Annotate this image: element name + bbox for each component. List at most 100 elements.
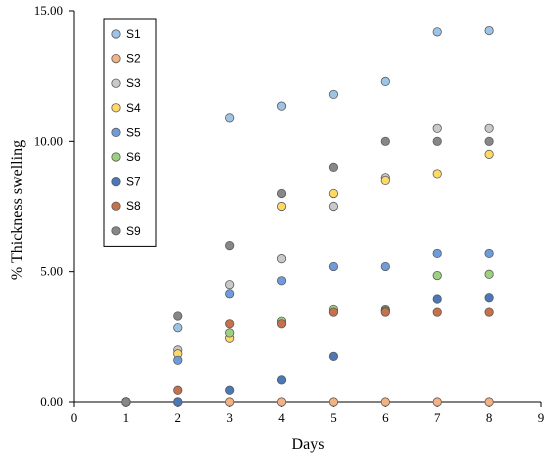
data-point-s2 xyxy=(225,397,235,407)
legend-label: S7 xyxy=(126,175,141,189)
series-s5 xyxy=(121,248,494,407)
data-point-s1 xyxy=(380,76,390,86)
data-point-s2 xyxy=(432,397,442,407)
x-tick-label: 0 xyxy=(71,410,78,425)
data-point-s7 xyxy=(173,397,183,407)
legend-marker xyxy=(111,29,121,39)
legend-item: S8 xyxy=(111,199,141,213)
legend-item: S1 xyxy=(111,27,141,41)
data-point-s2 xyxy=(484,397,494,407)
data-point-s1 xyxy=(432,27,442,37)
legend-label: S8 xyxy=(126,199,141,213)
data-point-s1 xyxy=(225,113,235,123)
legend-marker xyxy=(111,152,121,162)
data-point-s6 xyxy=(225,328,235,338)
data-point-s9 xyxy=(121,397,131,407)
data-point-s3 xyxy=(484,123,494,133)
data-point-s4 xyxy=(328,188,339,199)
data-point-s8 xyxy=(276,319,287,329)
x-axis-title: Days xyxy=(292,436,325,453)
legend-label: S3 xyxy=(126,76,141,90)
y-tick-label: 10.00 xyxy=(34,133,63,148)
legend-label: S2 xyxy=(126,52,141,66)
data-point-s4 xyxy=(276,201,287,212)
data-point-s4 xyxy=(432,169,442,179)
data-point-s8 xyxy=(484,307,494,317)
legend-marker xyxy=(111,201,121,211)
legend-label: S4 xyxy=(126,101,141,115)
data-point-s9 xyxy=(276,188,287,199)
data-point-s7 xyxy=(328,351,339,361)
x-tick-label: 5 xyxy=(330,410,337,425)
data-point-s5 xyxy=(173,355,183,365)
legend-item: S3 xyxy=(111,76,141,90)
legend-marker xyxy=(111,226,121,236)
data-point-s4 xyxy=(484,149,494,159)
legend-marker xyxy=(111,78,121,88)
data-point-s5 xyxy=(432,248,442,259)
series-s9 xyxy=(121,136,494,407)
data-point-s9 xyxy=(173,311,183,321)
legend-label: S1 xyxy=(126,27,141,41)
y-axis-title: % Thickness swelling xyxy=(9,140,26,280)
x-tick-label: 1 xyxy=(123,410,130,425)
data-point-s1 xyxy=(276,101,287,111)
legend-marker xyxy=(111,177,121,187)
data-point-s9 xyxy=(328,162,339,172)
data-point-s2 xyxy=(276,397,287,407)
data-point-s3 xyxy=(328,201,339,212)
data-point-s8 xyxy=(380,307,390,317)
data-point-s4 xyxy=(380,175,390,186)
data-point-s8 xyxy=(328,307,339,317)
data-point-s5 xyxy=(380,261,390,272)
data-point-s5 xyxy=(276,276,287,286)
x-tick-label: 7 xyxy=(434,410,441,425)
data-point-s8 xyxy=(432,307,442,317)
legend-marker xyxy=(111,53,121,64)
y-tick-label: 15.00 xyxy=(34,3,63,18)
data-point-s1 xyxy=(484,25,494,36)
legend-marker xyxy=(111,103,121,113)
data-point-s2 xyxy=(328,397,339,407)
data-point-s3 xyxy=(432,123,442,133)
legend-label: S6 xyxy=(126,150,141,164)
data-point-s6 xyxy=(484,269,494,279)
legend-item: S4 xyxy=(111,101,141,115)
x-tick-label: 2 xyxy=(175,410,182,425)
data-point-s9 xyxy=(380,136,390,146)
legend-label: S5 xyxy=(126,125,141,139)
legend-item: S6 xyxy=(111,150,141,164)
x-tick-label: 8 xyxy=(486,410,493,425)
y-tick-label: 5.00 xyxy=(40,264,63,279)
x-tick-label: 4 xyxy=(278,410,285,425)
legend-item: S7 xyxy=(111,175,141,189)
data-point-s5 xyxy=(484,248,494,259)
x-tick-label: 3 xyxy=(226,410,233,425)
data-point-s5 xyxy=(328,261,339,272)
data-point-s8 xyxy=(173,385,183,395)
data-point-s3 xyxy=(225,280,235,290)
y-tick-label: 0.00 xyxy=(40,394,63,409)
data-point-s9 xyxy=(432,136,442,146)
legend-item: S9 xyxy=(111,224,141,238)
legend-marker xyxy=(111,127,121,137)
x-tick-label: 6 xyxy=(382,410,389,425)
data-point-s1 xyxy=(328,89,339,100)
data-point-s7 xyxy=(484,293,494,303)
data-point-s7 xyxy=(276,375,287,385)
data-point-s6 xyxy=(432,270,442,281)
legend-label: S9 xyxy=(126,224,141,238)
legend-item: S5 xyxy=(111,125,141,139)
data-point-s7 xyxy=(225,385,235,395)
data-point-s2 xyxy=(380,397,390,407)
x-tick-label: 9 xyxy=(538,410,545,425)
data-point-s5 xyxy=(225,289,235,299)
data-point-s1 xyxy=(173,323,183,333)
data-point-s3 xyxy=(276,254,287,264)
data-point-s7 xyxy=(432,294,442,304)
data-point-s9 xyxy=(484,136,494,146)
legend-item: S2 xyxy=(111,52,141,66)
data-point-s9 xyxy=(225,241,235,251)
